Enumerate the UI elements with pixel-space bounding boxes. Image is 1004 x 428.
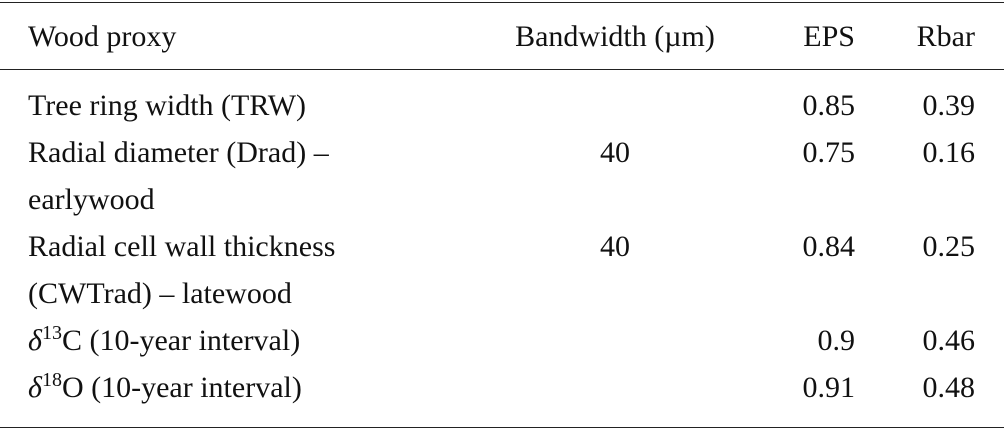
rbar-cell: 0.16 bbox=[870, 129, 1004, 223]
superscript: 13 bbox=[41, 322, 62, 344]
table-header: Wood proxy Bandwidth (µm) EPS Rbar bbox=[0, 3, 1004, 70]
eps-value: 0.91 bbox=[802, 371, 856, 404]
bandwidth-cell: 40 bbox=[440, 129, 790, 223]
superscript: 18 bbox=[41, 369, 62, 391]
eps-value: 0.84 bbox=[802, 230, 856, 263]
rbar-value: 0.25 bbox=[922, 230, 976, 263]
rbar-value: 0.48 bbox=[922, 371, 976, 404]
bandwidth-cell bbox=[440, 364, 790, 428]
rbar-cell: 0.39 bbox=[870, 70, 1004, 130]
proxy-cell: δ18O (10-year interval) bbox=[0, 364, 440, 428]
header-row: Wood proxy Bandwidth (µm) EPS Rbar bbox=[0, 3, 1004, 70]
eps-value: 0.9 bbox=[817, 324, 856, 357]
column-header: Wood proxy bbox=[28, 19, 177, 53]
table-row: δ13C (10-year interval) 0.9 0.46 bbox=[0, 317, 1004, 364]
proxy-text: C (10-year interval) bbox=[61, 324, 301, 357]
rbar-value: 0.46 bbox=[922, 324, 976, 357]
proxy-text: δ bbox=[28, 371, 42, 404]
table-row: Tree ring width (TRW) 0.85 0.39 bbox=[0, 70, 1004, 130]
proxy-text: Radial diameter (Drad) – earlywood bbox=[28, 136, 329, 216]
eps-value: 0.75 bbox=[802, 136, 856, 169]
proxy-text: O (10-year interval) bbox=[61, 371, 302, 404]
column-header: Rbar bbox=[916, 19, 975, 53]
eps-cell: 0.84 bbox=[790, 223, 870, 317]
eps-cell: 0.85 bbox=[790, 70, 870, 130]
table-row: Radial diameter (Drad) – earlywood 40 0.75… bbox=[0, 129, 1004, 223]
eps-cell: 0.91 bbox=[790, 364, 870, 428]
eps-value: 0.85 bbox=[802, 89, 856, 122]
proxy-cell: Radial cell wall thickness (CWTrad) – la… bbox=[0, 223, 440, 317]
rbar-cell: 0.46 bbox=[870, 317, 1004, 364]
rbar-cell: 0.25 bbox=[870, 223, 1004, 317]
rbar-cell: 0.48 bbox=[870, 364, 1004, 428]
proxy-cell: Radial diameter (Drad) – earlywood bbox=[0, 129, 440, 223]
bandwidth-value: 40 bbox=[600, 230, 630, 263]
proxy-cell: δ13C (10-year interval) bbox=[0, 317, 440, 364]
proxy-text: δ bbox=[28, 324, 42, 357]
table-row: δ18O (10-year interval) 0.91 0.48 bbox=[0, 364, 1004, 428]
proxy-cell: Tree ring width (TRW) bbox=[0, 70, 440, 130]
bandwidth-cell bbox=[440, 317, 790, 364]
rbar-value: 0.16 bbox=[922, 136, 976, 169]
rbar-value: 0.39 bbox=[922, 89, 976, 122]
table-body: Tree ring width (TRW) 0.85 0.39 Radial diam… bbox=[0, 70, 1004, 428]
proxy-text: Tree ring width (TRW) bbox=[28, 89, 307, 122]
eps-cell: 0.75 bbox=[790, 129, 870, 223]
bandwidth-cell: 40 bbox=[440, 223, 790, 317]
column-header: EPS bbox=[803, 19, 855, 53]
bandwidth-value: 40 bbox=[600, 136, 630, 169]
column-header: Bandwidth (µm) bbox=[515, 19, 715, 53]
table-row: Radial cell wall thickness (CWTrad) – la… bbox=[0, 223, 1004, 317]
eps-cell: 0.9 bbox=[790, 317, 870, 364]
proxy-text: Radial cell wall thickness (CWTrad) – la… bbox=[28, 230, 336, 310]
bandwidth-cell bbox=[440, 70, 790, 130]
